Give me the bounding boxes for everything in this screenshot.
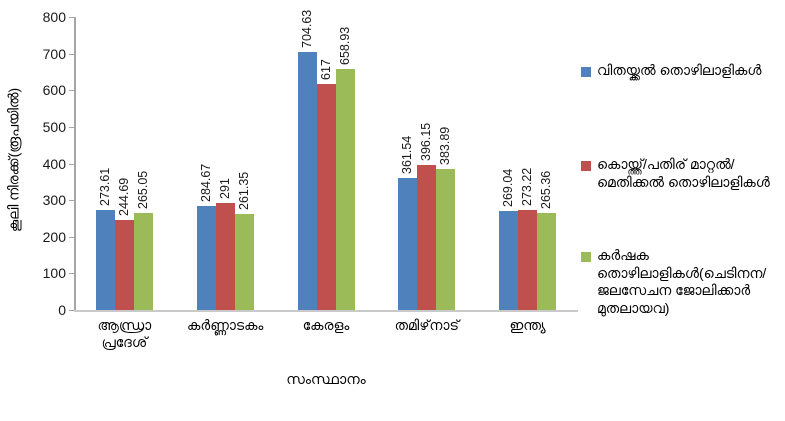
bar-value-text: 291 bbox=[217, 178, 232, 200]
bar-value-text: 396.15 bbox=[419, 122, 434, 161]
y-tick-mark bbox=[69, 163, 74, 165]
y-axis-title: കൂലി നിരക്ക്(രൂപയിൽ) bbox=[5, 87, 22, 233]
x-axis-line bbox=[74, 310, 578, 312]
y-tick-mark bbox=[69, 236, 74, 238]
y-tick-mark bbox=[69, 200, 74, 202]
bar-value-text: 704.63 bbox=[299, 9, 314, 48]
y-tick-label: 200 bbox=[42, 228, 66, 245]
legend-item: വിതയ്ക്കൽ തൊഴിലാളികൾ bbox=[581, 62, 779, 80]
bar bbox=[398, 177, 418, 310]
y-tick-mark bbox=[69, 90, 74, 92]
bar bbox=[316, 84, 336, 310]
legend-label: കൊയ്ത്ത്/പതിര് മാറ്റൽ/മെതിക്കൽ തൊഴിലാളിക… bbox=[597, 156, 770, 190]
bar-value-text: 284.67 bbox=[198, 163, 213, 202]
y-tick-label: 800 bbox=[42, 9, 66, 25]
y-tick-label: 500 bbox=[42, 118, 66, 135]
bar bbox=[215, 203, 235, 310]
bar bbox=[335, 68, 355, 310]
bar-value-text: 265.05 bbox=[135, 170, 150, 209]
bar-value-text: 273.22 bbox=[520, 167, 535, 206]
legend-item: കർഷക തൊഴിലാളികൾ(ചെടിനന/ ജലസേചന ജോലിക്കാർ… bbox=[581, 247, 779, 317]
x-axis-title: സംസ്ഥാനം bbox=[286, 372, 366, 388]
legend-swatch-blue bbox=[581, 67, 591, 77]
legend-label: കർഷക തൊഴിലാളികൾ(ചെടിനന/ ജലസേചന ജോലിക്കാർ… bbox=[597, 247, 767, 316]
bar bbox=[297, 51, 317, 310]
category-label: ഇന്ത്യ bbox=[509, 317, 546, 333]
bar-value-text: 383.89 bbox=[438, 127, 453, 166]
legend-swatch-red bbox=[581, 161, 591, 171]
bar bbox=[95, 209, 115, 310]
bar-value-text: 265.36 bbox=[539, 170, 554, 209]
bar-value-text: 261.35 bbox=[236, 172, 251, 211]
bar bbox=[499, 211, 519, 310]
y-tick-label: 700 bbox=[42, 45, 66, 62]
bar-value-text: 244.69 bbox=[116, 178, 131, 217]
y-tick-label: 400 bbox=[42, 155, 66, 172]
legend-label: വിതയ്ക്കൽ തൊഴിലാളികൾ bbox=[597, 62, 762, 78]
bar-value-text: 269.04 bbox=[501, 169, 516, 208]
y-tick-mark bbox=[69, 126, 74, 128]
bar bbox=[234, 214, 254, 310]
category-label: ആന്ധ്രാ പ്രദേശ് bbox=[97, 317, 152, 350]
bar bbox=[436, 169, 456, 310]
legend-item: കൊയ്ത്ത്/പതിര് മാറ്റൽ/മെതിക്കൽ തൊഴിലാളിക… bbox=[581, 156, 779, 191]
bar-value-text: 617 bbox=[318, 59, 333, 81]
y-axis-line bbox=[74, 17, 76, 310]
bar-value-text: 658.93 bbox=[337, 26, 352, 65]
bar-value-text: 273.61 bbox=[97, 167, 112, 206]
y-tick-label: 600 bbox=[42, 82, 66, 99]
y-tick-label: 0 bbox=[58, 302, 66, 318]
y-tick-mark bbox=[69, 53, 74, 55]
legend-swatch-green bbox=[581, 252, 591, 262]
y-tick-label: 100 bbox=[42, 265, 66, 282]
y-tick-mark bbox=[69, 17, 74, 18]
y-tick-mark bbox=[69, 310, 74, 311]
bar bbox=[133, 212, 153, 310]
y-tick-label: 300 bbox=[42, 192, 66, 209]
category-label: തമിഴ്‌നാട് bbox=[394, 317, 460, 333]
bar bbox=[114, 220, 134, 310]
bar-value-text: 361.54 bbox=[400, 135, 415, 174]
bar bbox=[518, 209, 538, 310]
bar bbox=[537, 212, 557, 310]
y-tick-mark bbox=[69, 273, 74, 275]
bar bbox=[417, 164, 437, 310]
bar bbox=[196, 205, 216, 310]
category-label: കർണ്ണാടകം bbox=[187, 317, 264, 333]
category-label: കേരളം bbox=[302, 317, 350, 333]
